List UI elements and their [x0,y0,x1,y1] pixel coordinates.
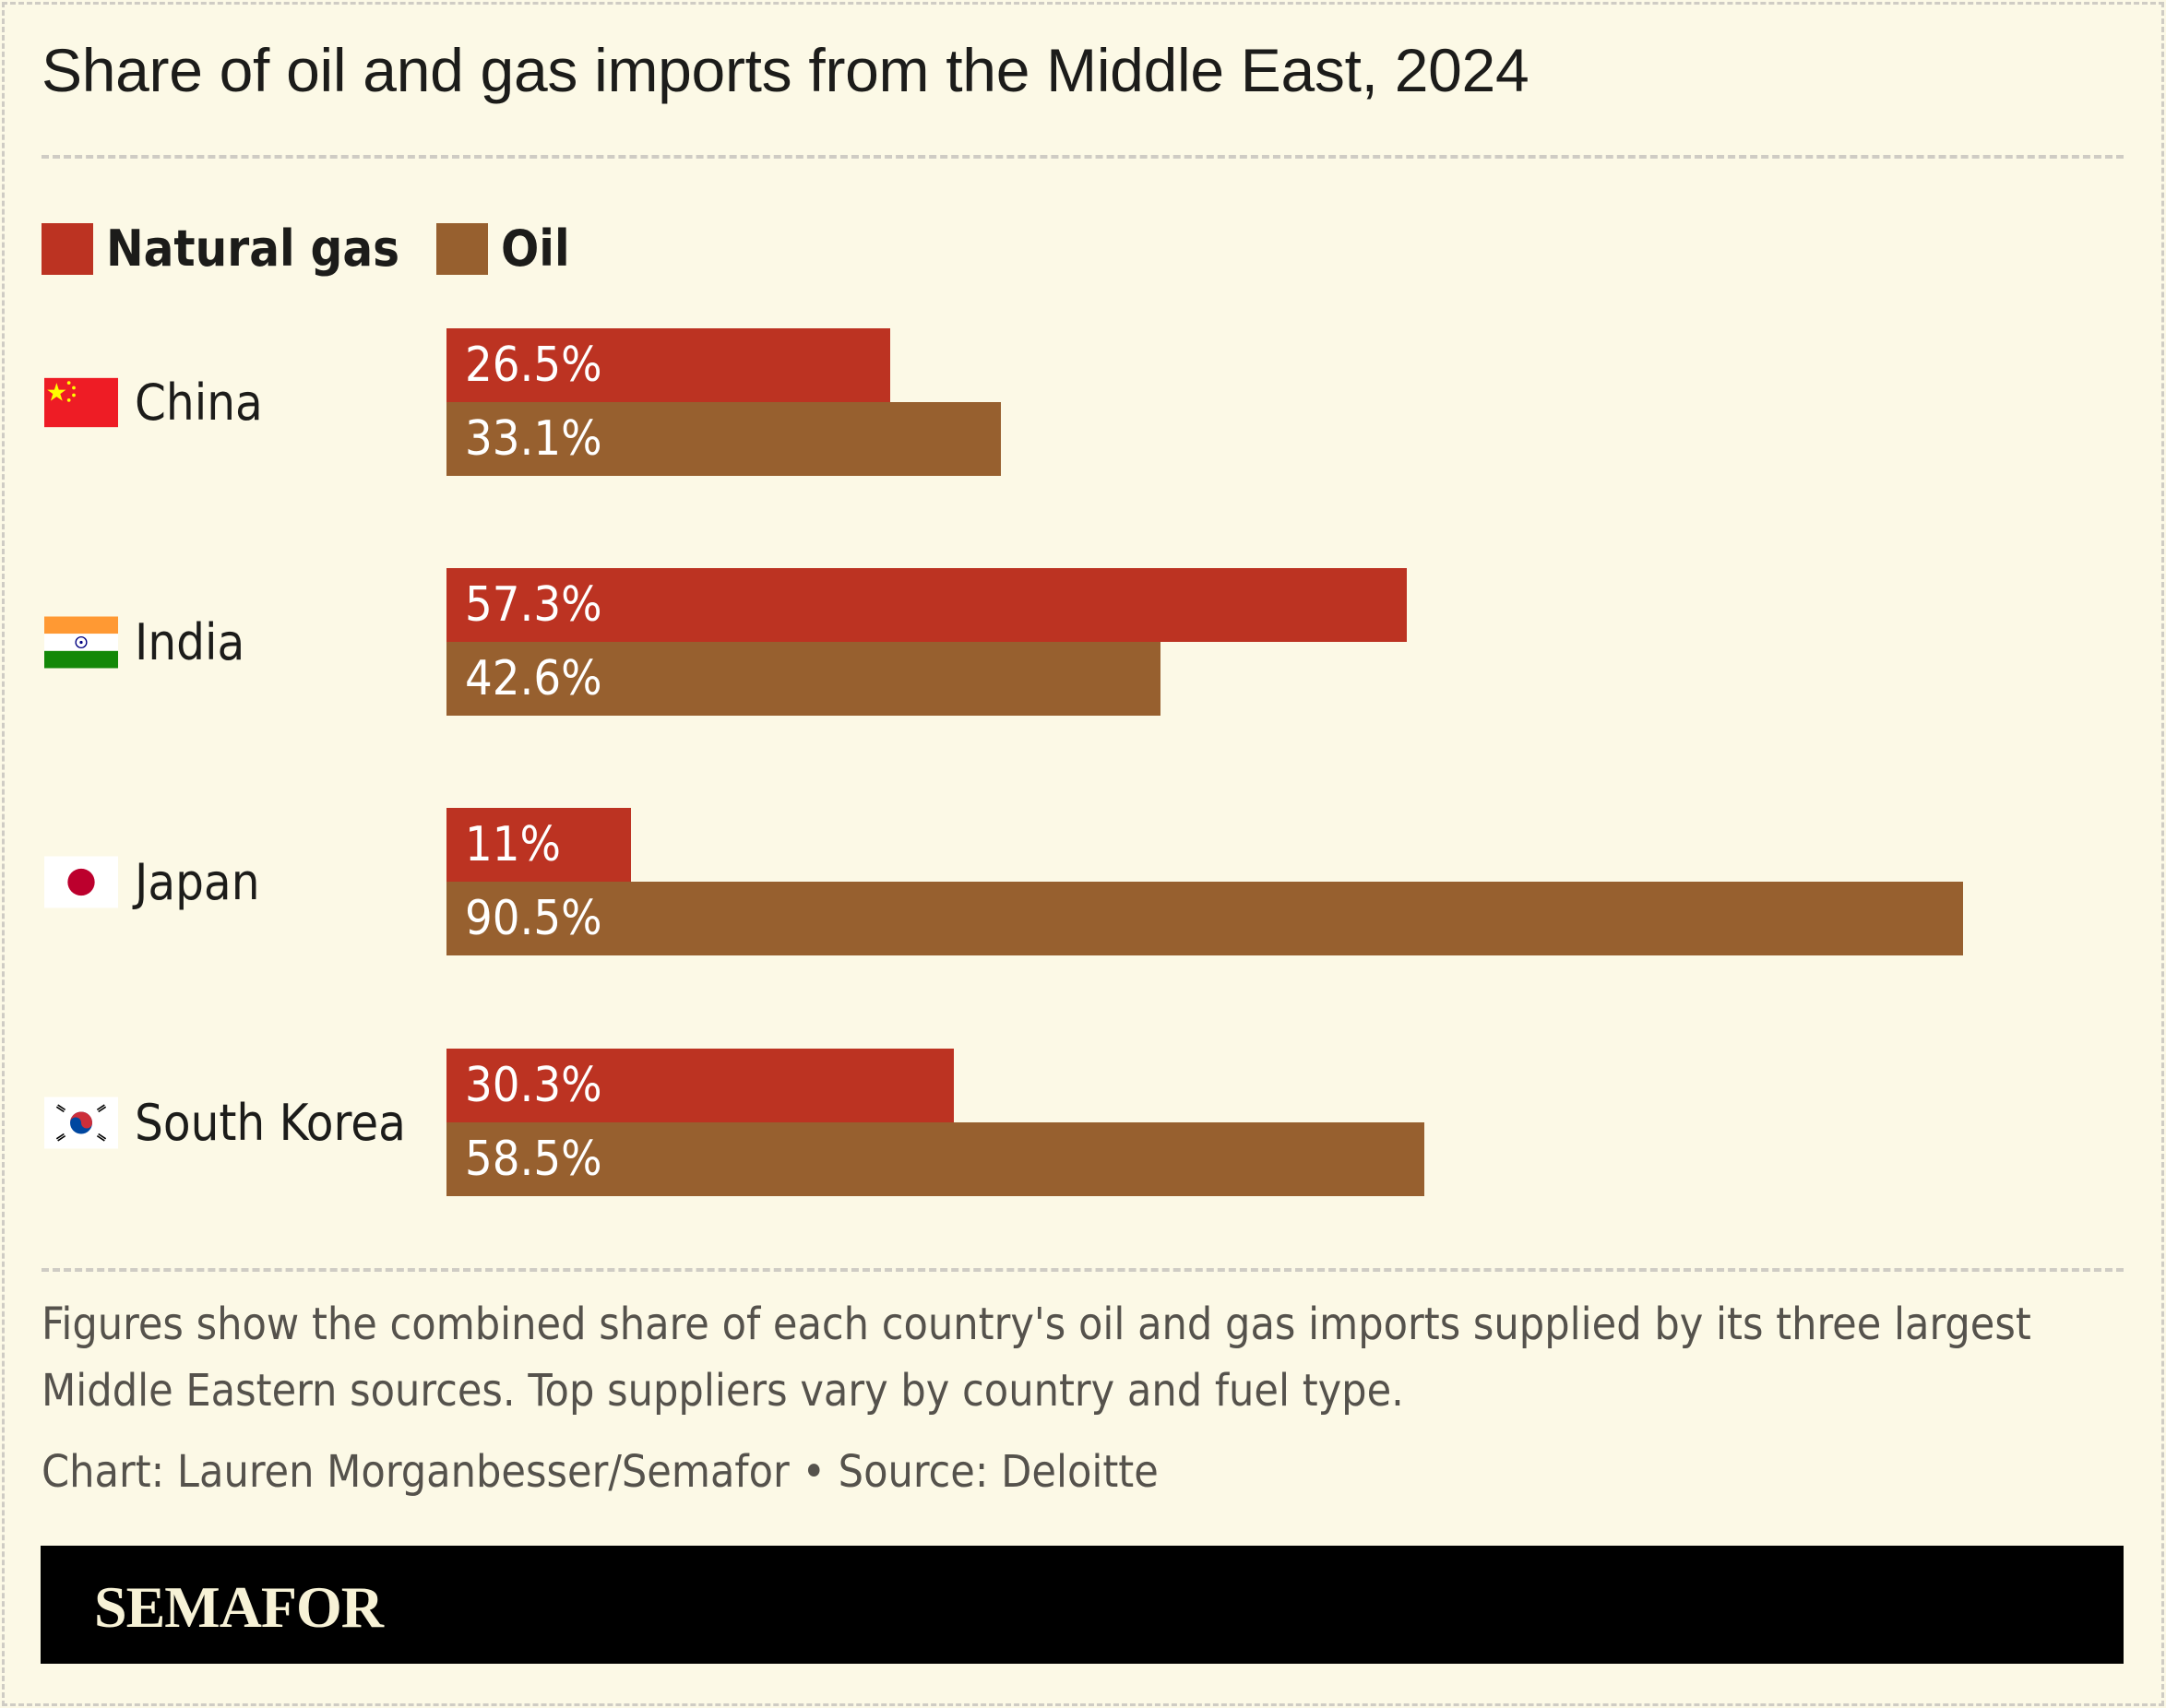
south-korea-flag-icon [44,1097,118,1149]
row-label-japan: Japan [44,845,260,919]
value-label: 57.3% [465,577,602,633]
divider-bottom [42,1268,2124,1272]
value-label: 42.6% [465,651,602,706]
chart-credit: Chart: Lauren Morganbesser/Semafor • Sou… [42,1446,1159,1498]
bar-japan-natural-gas: 11% [446,808,631,882]
legend-label: Oil [501,219,570,278]
value-label: 30.3% [465,1058,602,1113]
bar-japan-oil: 90.5% [446,882,1963,955]
row-label-south-korea: South Korea [44,1085,406,1159]
natural-gas-swatch [42,222,93,275]
value-label: 90.5% [465,891,602,946]
row-label-india: India [44,605,244,679]
japan-flag-icon [44,856,118,908]
legend-item-oil: Oil [436,219,570,278]
country-label: China [135,373,263,432]
india-flag-icon [44,616,118,669]
bar-india-oil: 42.6% [446,642,1160,716]
oil-swatch [436,222,489,275]
country-label: South Korea [135,1093,406,1152]
bar-south-korea-oil: 58.5% [446,1122,1424,1196]
legend-item-natural-gas: Natural gas [42,219,399,278]
bar-china-oil: 33.1% [446,402,1001,476]
value-label: 33.1% [465,411,602,467]
bar-china-natural-gas: 26.5% [446,328,890,402]
footer-bar: SEMAFOR [41,1546,2124,1664]
row-label-china: China [44,365,263,439]
divider-top [42,155,2124,159]
country-label: Japan [135,852,260,911]
chart-title: Share of oil and gas imports from the Mi… [42,36,1529,104]
bar-south-korea-natural-gas: 30.3% [446,1049,954,1122]
china-flag-icon [44,376,118,429]
bar-india-natural-gas: 57.3% [446,568,1407,642]
country-label: India [135,612,245,671]
brand-logo: SEMAFOR [94,1574,384,1640]
value-label: 58.5% [465,1132,602,1187]
chart-note: Figures show the combined share of each … [42,1299,2031,1417]
legend: Natural gas Oil [42,219,607,278]
legend-label: Natural gas [106,219,400,278]
value-label: 26.5% [465,338,602,393]
value-label: 11% [465,817,561,872]
